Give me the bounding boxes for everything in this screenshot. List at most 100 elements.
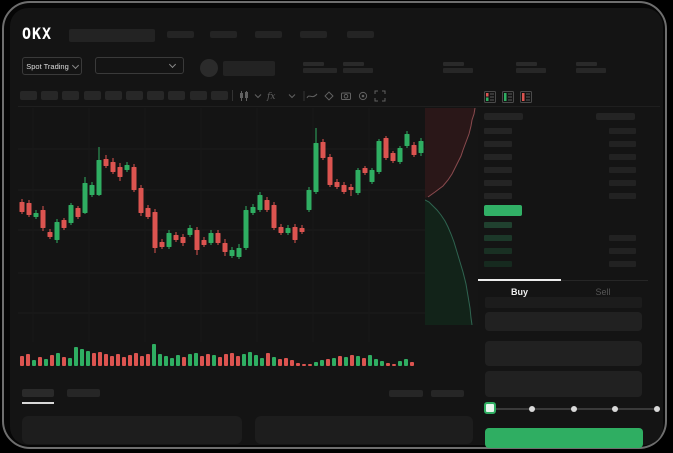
ask-row[interactable] <box>478 154 648 162</box>
timeframe-button-7[interactable] <box>147 91 165 100</box>
ask-row[interactable] <box>478 180 648 188</box>
tab-buy[interactable]: Buy <box>510 287 528 297</box>
bid-price-placeholder <box>484 222 512 228</box>
indicators-icon[interactable]: fx <box>266 90 278 102</box>
volume-bar <box>230 353 234 366</box>
depth-asks-line <box>427 108 476 198</box>
volume-bar <box>254 355 258 366</box>
chevron-down-icon[interactable] <box>252 90 264 102</box>
candles-icon[interactable] <box>238 90 250 102</box>
candle <box>110 158 116 174</box>
volume-bar <box>74 347 78 366</box>
nav-item-4[interactable] <box>300 31 327 38</box>
depth-chart[interactable] <box>425 108 478 325</box>
volume-bar <box>410 362 414 366</box>
volume-bar <box>392 364 396 366</box>
slider-handle[interactable] <box>484 402 496 414</box>
volume-bar <box>170 358 174 366</box>
volume-bar <box>86 351 90 366</box>
candlestick-chart[interactable] <box>18 108 426 342</box>
timeframe-button-10[interactable] <box>210 91 228 100</box>
volume-pane[interactable] <box>18 338 426 368</box>
volume-bar <box>116 354 120 366</box>
nav-item-3[interactable] <box>255 31 282 38</box>
tabs-divider <box>478 280 648 281</box>
book-bids-icon[interactable] <box>502 91 514 103</box>
depth-asks-area <box>425 108 475 198</box>
bid-price-placeholder <box>484 261 512 267</box>
amount-field[interactable] <box>485 341 642 366</box>
timeframe-button-2[interactable] <box>41 91 59 100</box>
ask-amount-placeholder <box>609 193 636 199</box>
candle <box>131 164 137 192</box>
buy-submit-button[interactable] <box>485 428 643 448</box>
bid-row[interactable] <box>478 248 648 256</box>
tab-sell[interactable]: Sell <box>595 287 611 297</box>
timeframe-button-3[interactable] <box>62 91 80 100</box>
order-type-row[interactable] <box>485 297 642 308</box>
slider-stop-4[interactable] <box>654 406 660 412</box>
timeframe-button-9[interactable] <box>189 91 207 100</box>
camera-icon[interactable] <box>340 90 352 102</box>
chevron-down-icon <box>71 61 79 69</box>
ask-row[interactable] <box>478 193 648 201</box>
market-type-selector[interactable]: Spot Trading <box>22 57 82 75</box>
volume-bar <box>302 364 306 366</box>
bottom-tab-open-orders[interactable] <box>22 389 54 397</box>
market-type-label: Spot Trading <box>26 61 69 71</box>
ask-row[interactable] <box>478 167 648 175</box>
stat-label-4 <box>516 62 537 66</box>
bid-row[interactable] <box>478 222 648 230</box>
price-field[interactable] <box>485 312 642 331</box>
total-field[interactable] <box>485 371 642 397</box>
ask-row[interactable] <box>478 141 648 149</box>
stat-label-1 <box>303 62 324 66</box>
pair-dropdown[interactable] <box>95 57 184 74</box>
stat-value-5 <box>576 68 606 73</box>
expand-icon[interactable] <box>374 90 386 102</box>
ask-row[interactable] <box>478 128 648 136</box>
bottom-tab-underline <box>22 402 54 404</box>
volume-bar <box>56 353 60 366</box>
brush-icon[interactable] <box>323 90 335 102</box>
candle <box>96 147 102 196</box>
candle <box>103 155 109 168</box>
nav-item-2[interactable] <box>210 31 237 38</box>
nav-item-1[interactable] <box>167 31 194 38</box>
last-price-bar[interactable] <box>484 205 522 216</box>
bid-row[interactable] <box>478 261 648 269</box>
candle <box>285 225 291 235</box>
timeframe-button-1[interactable] <box>20 91 37 100</box>
nav-item-5[interactable] <box>347 31 374 38</box>
book-asks-icon[interactable] <box>520 91 532 103</box>
bid-row[interactable] <box>478 235 648 243</box>
timeframe-button-6[interactable] <box>126 91 143 100</box>
volume-bar <box>248 352 252 366</box>
candle <box>187 225 193 237</box>
bottom-link-2[interactable] <box>431 390 464 397</box>
bid-price-placeholder <box>484 248 512 254</box>
volume-bar <box>128 355 132 366</box>
gear-icon[interactable] <box>357 90 369 102</box>
candle <box>418 138 424 156</box>
slider-stop-2[interactable] <box>570 406 577 412</box>
ask-amount-placeholder <box>609 154 636 160</box>
slider-stop-1[interactable] <box>528 406 535 412</box>
volume-bar <box>296 363 300 366</box>
volume-bar <box>404 359 408 366</box>
slider-stop-3[interactable] <box>612 406 619 412</box>
timeframe-button-4[interactable] <box>83 91 101 100</box>
search-input[interactable] <box>69 29 155 42</box>
volume-bar <box>20 356 24 366</box>
volume-bar <box>236 356 240 366</box>
volume-bar <box>314 362 318 366</box>
candle <box>166 230 172 249</box>
bottom-tab-history[interactable] <box>67 389 100 397</box>
line-tool-icon[interactable] <box>306 90 318 102</box>
bottom-link-1[interactable] <box>389 390 423 397</box>
timeframe-button-5[interactable] <box>104 91 122 100</box>
chevron-down-icon[interactable] <box>286 90 298 102</box>
volume-bar <box>284 358 288 366</box>
timeframe-button-8[interactable] <box>168 91 186 100</box>
book-combined-icon[interactable] <box>484 91 496 103</box>
